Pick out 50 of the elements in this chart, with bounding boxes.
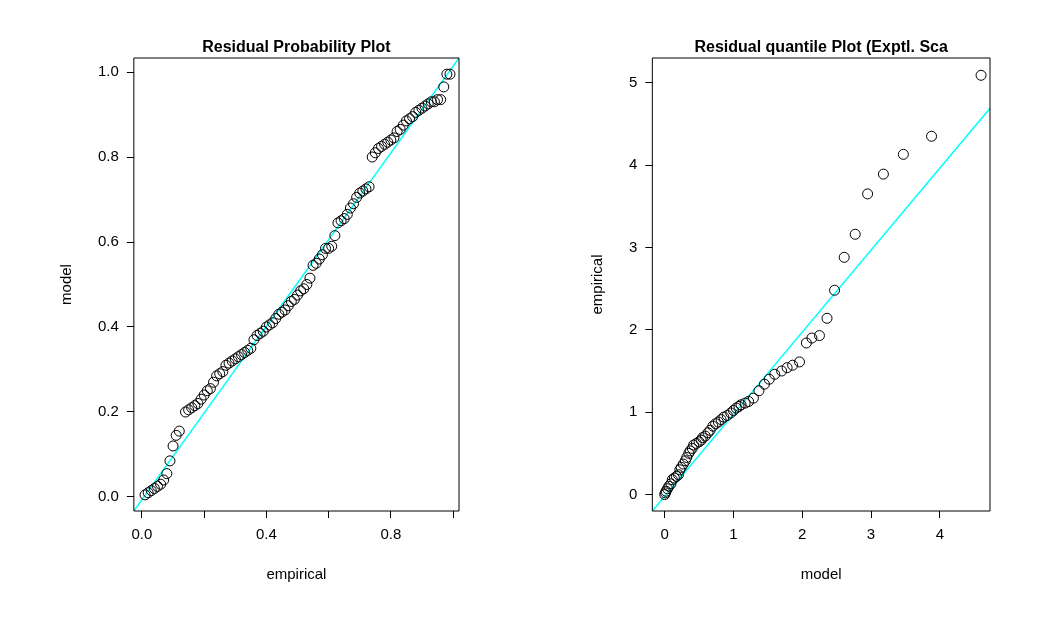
point: [769, 368, 781, 380]
x-tick-label: 0.0: [131, 525, 153, 543]
chart-title: Residual Probability Plot: [202, 38, 391, 56]
point: [758, 378, 770, 390]
point: [681, 451, 693, 463]
point: [806, 332, 818, 344]
point: [763, 373, 775, 385]
point: [743, 395, 755, 407]
y-tick-label: 0.6: [97, 232, 119, 250]
x-tick-label: 0: [660, 525, 669, 543]
y-tick-label: 0.8: [97, 147, 119, 165]
point: [800, 337, 812, 349]
y-tick-label: 3: [629, 237, 638, 255]
point: [975, 69, 987, 81]
point: [862, 188, 874, 200]
y-tick-label: 1.0: [97, 62, 119, 80]
y-tick-label: 2: [629, 319, 638, 337]
point: [849, 228, 861, 240]
x-tick-label: 3: [866, 525, 876, 543]
point: [794, 356, 806, 368]
y-tick-label: 0.0: [97, 487, 119, 505]
y-tick-label: 0.2: [97, 402, 119, 420]
point: [753, 385, 765, 397]
x-tick-label: 1: [729, 525, 738, 543]
point: [776, 365, 788, 377]
x-tick-label: 4: [935, 525, 944, 543]
point: [813, 330, 825, 342]
point: [829, 284, 841, 296]
x-tick-label: 0.8: [380, 525, 402, 543]
y-tick-label: 5: [629, 72, 638, 90]
point: [926, 130, 938, 142]
point: [877, 168, 889, 180]
y-tick-label: 1: [629, 402, 638, 420]
point: [781, 362, 793, 374]
point: [897, 148, 909, 160]
x-axis-title: empirical: [266, 565, 327, 583]
chart-title: Residual quantile Plot (Exptl. Sca: [694, 38, 948, 56]
y-axis-title: model: [57, 264, 75, 305]
point: [821, 312, 833, 324]
y-tick-label: 4: [629, 155, 638, 173]
y-tick-label: 0.4: [97, 317, 119, 335]
x-tick-label: 2: [798, 525, 807, 543]
point: [838, 251, 850, 263]
point: [739, 397, 751, 409]
x-tick-label: 0.4: [255, 525, 277, 543]
point: [787, 359, 799, 371]
y-tick-label: 0: [629, 484, 638, 502]
point: [747, 392, 759, 404]
y-axis-title: empirical: [588, 254, 606, 315]
x-axis-title: model: [800, 565, 842, 583]
